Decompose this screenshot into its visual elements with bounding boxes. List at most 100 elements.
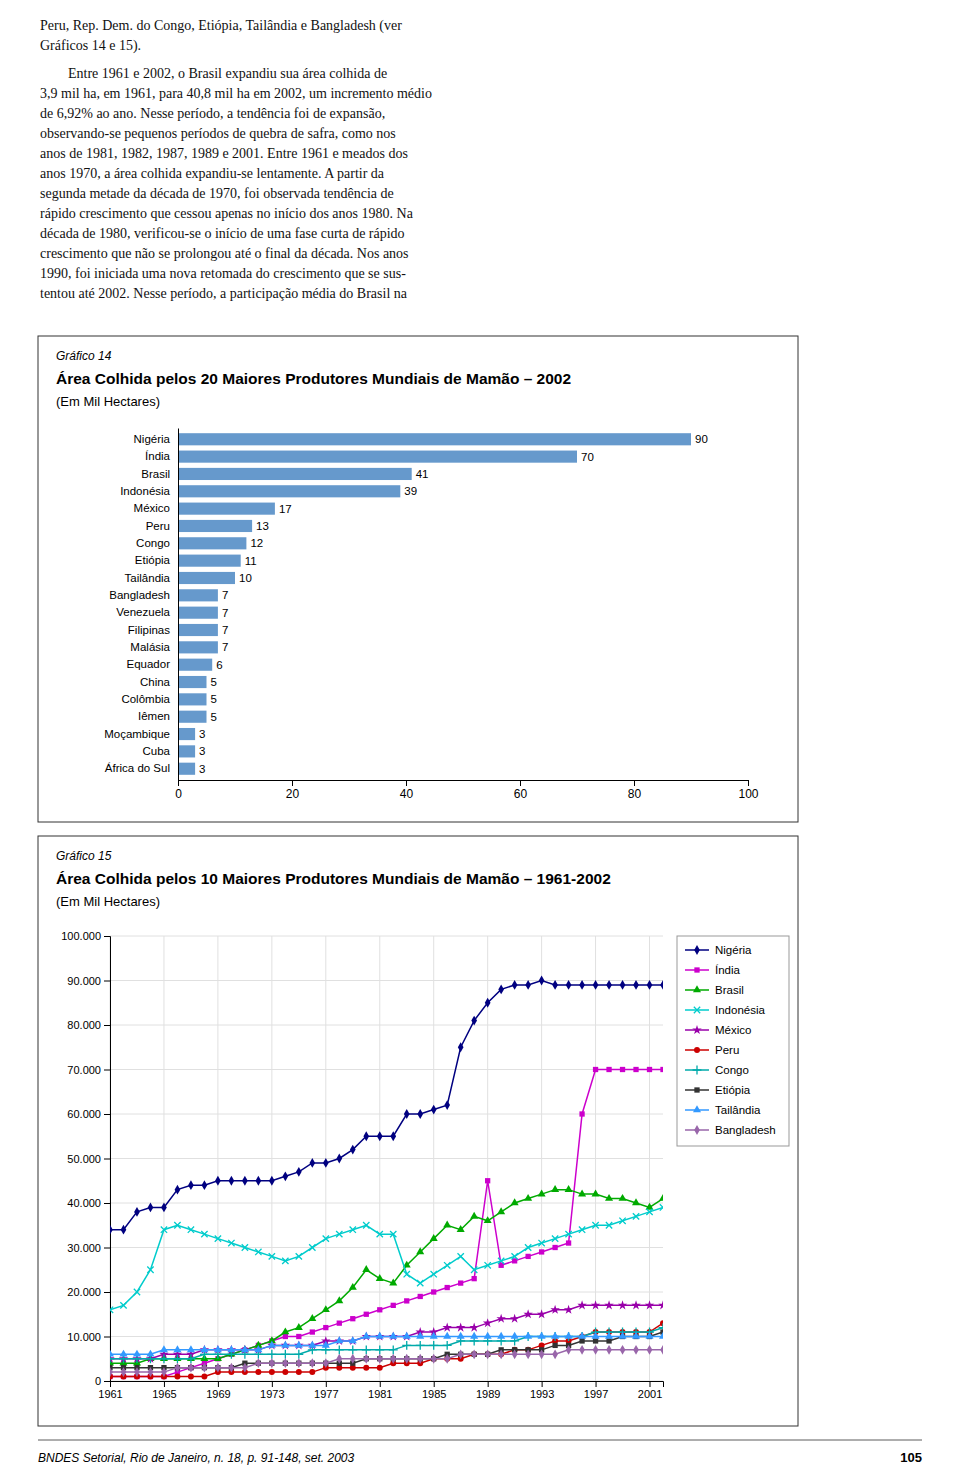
data-label: 7 [222,589,228,601]
marker [538,1240,544,1246]
marker [538,1332,546,1339]
tick-mark [596,1381,597,1387]
markers [110,1204,663,1313]
tick: 30.000 [67,1242,110,1254]
marker [110,1367,113,1377]
marker [269,1176,275,1186]
legend-label: Congo [715,1064,749,1076]
marker [537,1309,547,1318]
data-label: 41 [416,468,429,480]
marker [539,976,545,986]
tick-label: 100.000 [61,930,101,942]
marker [593,1338,598,1343]
marker [484,1216,492,1223]
marker [471,1016,477,1026]
marker [120,1302,126,1308]
marker [309,1158,315,1168]
marker [376,1274,384,1281]
tick: 90.000 [67,975,110,987]
legend-symbol [694,1125,700,1135]
marker [442,1323,452,1332]
marker [647,980,653,990]
line [110,981,663,1230]
tick: África do Sul [105,762,170,774]
grid-line [110,980,663,981]
marker [161,1203,167,1213]
tick-label: Venezuela [116,606,170,618]
tick-label: Índia [145,450,171,462]
chart-frame [38,336,798,822]
marker [498,1349,504,1359]
bar [178,451,577,463]
marker [592,1332,600,1339]
tick-mark [520,780,521,786]
tick-label: 10.000 [67,1331,101,1343]
tick: Bangladesh [109,589,170,601]
legend-item: Congo [685,1064,749,1076]
grid-line [110,1158,663,1159]
marker [645,1332,653,1339]
legend-frame [677,936,789,1146]
marker [390,1131,396,1141]
bar [178,607,218,619]
legend-symbol [694,1007,700,1013]
marker [564,1305,574,1314]
markers [110,1300,663,1362]
marker [538,1189,546,1196]
marker [390,1231,396,1237]
tick-label: 90.000 [67,975,101,987]
marker [377,1307,382,1312]
marker [577,1300,587,1309]
marker [308,1341,316,1348]
marker [227,1345,235,1352]
subtitle: Gráfico 15 [56,849,112,863]
tick: Colômbia [121,693,170,705]
bar [178,624,218,636]
marker [376,1332,384,1339]
marker [660,1067,663,1072]
marker [336,1231,342,1237]
marker [525,980,531,990]
marker [348,1345,357,1354]
footer: BNDES Setorial, Rio de Janeiro, n. 18, p… [38,1451,355,1465]
tick-label: 70.000 [67,1064,101,1076]
legend-item: Índia [685,964,741,976]
marker [511,1253,517,1259]
tick-label: 40 [400,787,414,801]
marker [160,1345,168,1352]
legend-symbol [693,1105,701,1112]
axis-line [179,781,749,787]
line [110,1328,663,1359]
marker [470,1332,478,1339]
marker [188,1227,194,1233]
marker [161,1367,167,1377]
marker [444,1354,450,1364]
marker [200,1345,208,1352]
marker [606,1345,612,1355]
axis-line [104,937,111,1382]
axis-title: (Em Mil Hectares) [56,394,160,409]
bar [178,433,691,445]
marker [134,1207,140,1217]
marker [377,1354,383,1364]
tick: 20 [286,780,300,801]
marker [565,1231,571,1237]
tick: Tailândia [125,572,171,584]
data-label: 12 [250,537,263,549]
marker [496,1314,506,1323]
tick-label: 30.000 [67,1242,101,1254]
tick-mark [104,981,110,982]
marker [404,1298,409,1303]
line [110,1337,663,1355]
bar [178,641,218,653]
tick-label: 0 [175,787,182,801]
legend-symbol [692,1025,702,1034]
tick-mark [488,1381,489,1387]
tick-label: 1989 [476,1388,500,1400]
marker [188,1374,194,1380]
tick-label: México [134,502,170,514]
marker [377,1131,383,1141]
marker [565,1332,573,1339]
tick-label: 60 [514,787,528,801]
line [110,1323,663,1376]
